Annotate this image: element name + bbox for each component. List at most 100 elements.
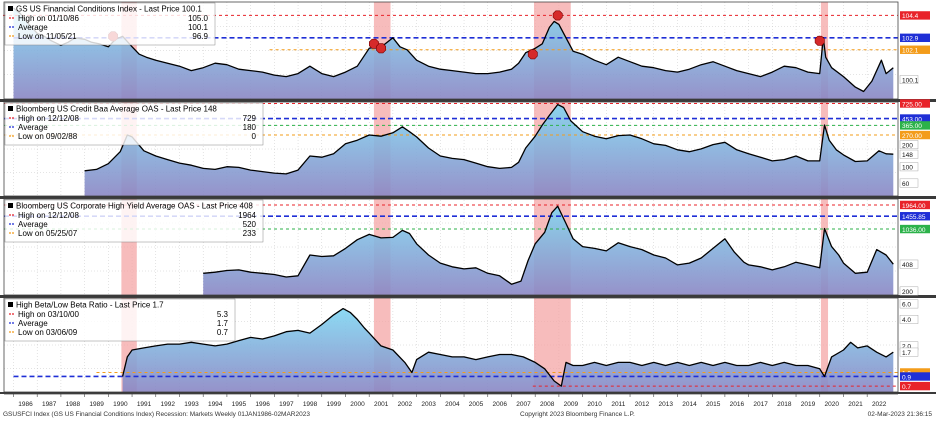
legend-row-value: 180 — [243, 123, 257, 132]
legend-row-label: High on 12/12/08 — [18, 114, 79, 123]
right-label-box — [899, 75, 919, 85]
right-label-text: 6.0 — [902, 302, 911, 309]
legend-title: Bloomberg US Corporate High Yield Averag… — [16, 202, 253, 211]
right-label-box — [899, 347, 919, 357]
right-label-text: 100.1 — [902, 77, 919, 84]
series-area-panel-3 — [203, 206, 894, 295]
right-label-text: 453.00 — [902, 116, 922, 123]
panel-separator-2 — [0, 196, 936, 199]
legend-row-value: 729 — [243, 114, 257, 123]
x-tick-label-2000: 2000 — [350, 401, 365, 408]
footer-copyright: Copyright 2023 Bloomberg Finance L.P. — [520, 411, 635, 418]
right-label-panel-2-4: 270.00 — [900, 130, 930, 140]
right-label-box — [899, 140, 919, 150]
x-tick-label-1987: 1987 — [42, 401, 57, 408]
panel-separator-3 — [0, 295, 936, 298]
right-label-text: 200 — [902, 142, 913, 149]
right-label-text: 365.00 — [902, 123, 922, 130]
x-tick-label-2019: 2019 — [801, 401, 816, 408]
right-label-panel-2-1: 725.00 — [900, 99, 930, 108]
legend-row-value: 233 — [243, 229, 257, 238]
right-label-text: 102.1 — [902, 48, 919, 55]
legend-row-label: Low on 09/02/88 — [18, 132, 78, 141]
x-tick-label-2011: 2011 — [611, 401, 625, 408]
right-label-box — [900, 212, 930, 221]
right-label-text: 1.7 — [902, 350, 911, 357]
series-area-panel-1 — [13, 8, 894, 99]
right-label-text: 0.7 — [902, 384, 911, 391]
legend-title: High Beta/Low Beta Ratio - Last Price 1.… — [16, 301, 164, 310]
x-tick-label-2009: 2009 — [564, 401, 579, 408]
x-tick-label-2021: 2021 — [848, 401, 863, 408]
legend-row-label: High on 12/12/08 — [18, 211, 79, 220]
right-label-panel-2-8: 60 — [899, 178, 919, 188]
legend-row-label: Average — [18, 23, 48, 32]
right-label-text: 1455.85 — [902, 214, 926, 221]
x-tick-label-1996: 1996 — [255, 401, 270, 408]
right-label-panel-1-1: 104.4 — [900, 11, 930, 20]
x-tick-label-2017: 2017 — [753, 401, 768, 408]
right-label-text: 1964.00 — [902, 203, 926, 210]
right-label-panel-3-1: 1964.00 — [900, 200, 930, 210]
panel-separator-4 — [0, 392, 936, 394]
legend-series-swatch — [8, 106, 13, 111]
legend-row-label: Low on 03/06/09 — [18, 328, 78, 337]
legend-box — [4, 102, 264, 146]
right-label-text: 200 — [902, 289, 913, 296]
right-label-panel-1-4: 100.1 — [899, 75, 919, 85]
right-label-box — [899, 162, 919, 172]
x-tick-label-1993: 1993 — [184, 401, 199, 408]
x-tick-label-2008: 2008 — [540, 401, 555, 408]
x-tick-label-1994: 1994 — [208, 401, 223, 408]
x-tick-label-2010: 2010 — [587, 401, 602, 408]
legend-row-value: 0 — [252, 132, 257, 141]
x-tick-label-2004: 2004 — [445, 401, 460, 408]
footer: GSUSFCI Index (GS US Financial Condition… — [0, 411, 936, 421]
legend-box — [4, 298, 236, 342]
legend-panel-2: Bloomberg US Credit Baa Average OAS - La… — [4, 102, 264, 146]
right-label-panel-3-4: 408 — [899, 259, 919, 269]
event-marker-6 — [814, 35, 825, 46]
right-label-box — [900, 114, 930, 123]
legend-title: Bloomberg US Credit Baa Average OAS - La… — [16, 105, 217, 114]
x-tick-label-2015: 2015 — [706, 401, 721, 408]
footer-source: GSUSFCI Index (GS US Financial Condition… — [3, 411, 310, 418]
x-tick-label-2022: 2022 — [872, 401, 887, 408]
right-label-box — [900, 224, 930, 234]
x-tick-label-2018: 2018 — [777, 401, 792, 408]
legend-panel-1: GS US Financial Conditions Index - Last … — [4, 2, 216, 46]
x-tick-label-2014: 2014 — [682, 401, 697, 408]
x-tick-label-1992: 1992 — [161, 401, 176, 408]
legend-box — [4, 199, 264, 243]
x-tick-label-2003: 2003 — [421, 401, 436, 408]
x-tick-label-2006: 2006 — [493, 401, 508, 408]
right-label-box — [900, 33, 930, 43]
right-label-panel-4-6: 0.9 — [900, 372, 930, 381]
right-label-text: 104.4 — [902, 13, 919, 20]
x-tick-label-1997: 1997 — [279, 401, 294, 408]
x-tick-label-2016: 2016 — [730, 401, 745, 408]
right-label-box — [900, 11, 930, 20]
right-label-box — [900, 121, 930, 130]
footer-timestamp: 02-Mar-2023 21:36:15 — [867, 411, 932, 418]
x-tick-label-2005: 2005 — [469, 401, 484, 408]
legend-series-swatch — [8, 203, 13, 208]
legend-row-label: Average — [18, 220, 48, 229]
right-label-panel-2-7: 100 — [899, 162, 919, 172]
right-label-panel-2-6: 148 — [899, 149, 919, 159]
x-tick-label-1999: 1999 — [327, 401, 342, 408]
series-area-panel-4 — [122, 308, 894, 392]
legend-row-label: High on 03/10/00 — [18, 310, 79, 319]
x-tick-label-2007: 2007 — [516, 401, 531, 408]
legend-box — [4, 2, 216, 46]
legend-row-value: 1964 — [238, 211, 256, 220]
right-label-box — [900, 45, 930, 54]
legend-row-value: 5.3 — [217, 310, 229, 319]
legend-row-value: 520 — [243, 220, 257, 229]
x-tick-label-1991: 1991 — [137, 401, 152, 408]
right-label-box — [900, 372, 930, 381]
legend-row-label: Low on 05/25/07 — [18, 229, 78, 238]
right-label-text: 408 — [902, 262, 913, 269]
right-label-panel-4-2: 4.0 — [899, 315, 919, 324]
